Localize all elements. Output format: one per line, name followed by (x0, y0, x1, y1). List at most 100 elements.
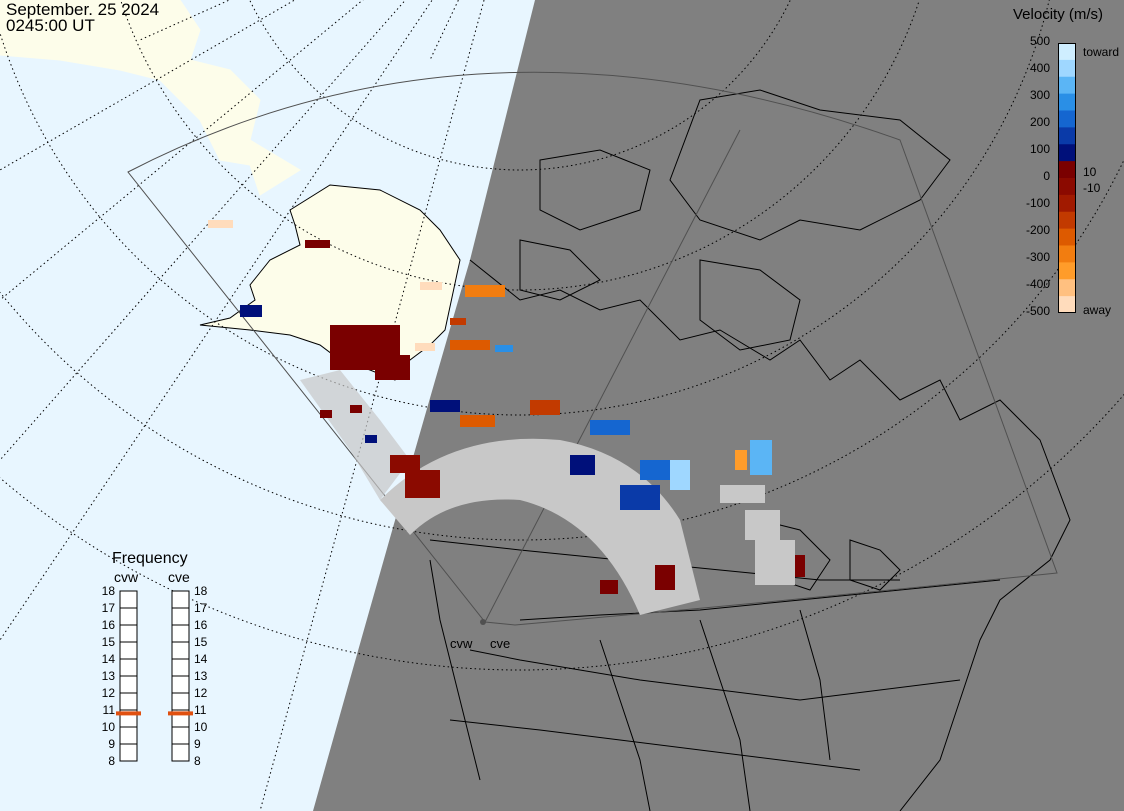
velocity-cell (590, 420, 630, 435)
frequency-scale-label: 16 (194, 618, 208, 632)
frequency-marker (168, 711, 193, 716)
frequency-scale-label: 11 (194, 703, 207, 717)
velocity-cell (305, 240, 330, 248)
colorbar-pos-small: 10 (1083, 165, 1097, 179)
velocity-cell (655, 565, 675, 590)
frequency-scale-label: 14 (102, 652, 116, 666)
velocity-cell (375, 355, 410, 380)
colorbar-tick-label: -500 (1025, 304, 1050, 318)
frequency-scale-label: 14 (194, 652, 208, 666)
colorbar-stop (1058, 194, 1076, 213)
velocity-cell (745, 510, 780, 540)
colorbar-tick-label: 200 (1029, 115, 1050, 129)
frequency-scale-label: 16 (102, 618, 116, 632)
frequency-scale-label: 15 (102, 635, 116, 649)
frequency-scale-label: 8 (108, 754, 115, 768)
velocity-cell (570, 455, 595, 475)
frequency-scale-label: 10 (102, 720, 116, 734)
colorbar-stop (1058, 296, 1076, 313)
velocity-cell (755, 540, 795, 585)
colorbar-stop (1058, 76, 1076, 95)
frequency-radar-cve: cve (168, 569, 190, 585)
velocity-cell (460, 415, 495, 427)
colorbar-tick-label: -100 (1025, 196, 1050, 210)
colorbar-stop (1058, 211, 1076, 230)
frequency-marker (116, 711, 141, 716)
colorbar-stop (1058, 144, 1076, 162)
colorbar-tick-label: -400 (1025, 277, 1050, 291)
colorbar-stop (1058, 110, 1076, 128)
velocity-cell (320, 410, 332, 418)
colorbar-tick-label: -300 (1025, 250, 1050, 264)
velocity-cell (795, 555, 805, 577)
velocity-cell (735, 450, 747, 470)
velocity-cell (420, 282, 442, 290)
frequency-scale-label: 17 (194, 601, 208, 615)
colorbar-tick-label: -200 (1025, 223, 1050, 237)
frequency-scale-label: 9 (194, 737, 201, 751)
colorbar-stop (1058, 262, 1076, 280)
colorbar-tick-label: 500 (1029, 34, 1050, 48)
radar-site-marker (480, 619, 486, 625)
frequency-scale-label: 11 (103, 703, 116, 717)
colorbar-tick-label: 0 (1043, 169, 1050, 183)
frequency-scale-label: 18 (102, 585, 116, 598)
velocity-cell (405, 470, 440, 498)
colorbar-tick-label: 300 (1029, 88, 1050, 102)
site-label-cve: cve (490, 636, 511, 651)
frequency-radar-cvw: cvw (114, 569, 139, 585)
colorbar-neg-small: -10 (1083, 181, 1101, 195)
site-label-cvw: cvw (450, 636, 473, 651)
frequency-scale-label: 13 (194, 669, 208, 683)
colorbar-stop (1058, 245, 1076, 263)
colorbar-stop (1058, 43, 1076, 61)
velocity-cell (600, 580, 618, 594)
velocity-cell (430, 400, 460, 412)
velocity-cell (720, 485, 765, 503)
field-of-view (127, 71, 1058, 626)
colorbar-toward-label: toward (1083, 45, 1120, 59)
frequency-scales: 18 17 16 15 14 13 12 11 10 9 8 18 17 16 15 14 13 12 11 10 9 8 (102, 585, 208, 768)
night-region (313, 0, 1124, 811)
colorbar-stop (1058, 59, 1076, 78)
colorbar-tick-label: 400 (1029, 61, 1050, 75)
velocity-cell (415, 343, 435, 351)
frequency-scale-label: 9 (108, 737, 115, 751)
frequency-scale-label: 15 (194, 635, 208, 649)
velocity-cell (365, 435, 377, 443)
colorbar-stop (1058, 279, 1076, 297)
frequency-scale-label: 12 (102, 686, 116, 700)
frequency-scale-label: 13 (102, 669, 116, 683)
velocity-cell (350, 405, 362, 413)
velocity-cell (530, 400, 560, 415)
colorbar-stop (1058, 161, 1076, 179)
colorbar-stop (1058, 127, 1076, 145)
frequency-scale-label: 12 (194, 686, 208, 700)
date-label: September. 25 2024 (6, 0, 160, 19)
time-label: 0245:00 UT (6, 16, 95, 35)
velocity-cell (208, 220, 233, 228)
ground-scatter-band (380, 438, 700, 615)
frequency-scale-label: 18 (194, 585, 208, 598)
colorbar-away-label: away (1083, 303, 1112, 317)
velocity-cell (390, 455, 420, 473)
velocity-colorbar (1058, 43, 1076, 313)
velocity-cell (670, 460, 690, 490)
frequency-scale-label: 10 (194, 720, 208, 734)
colorbar-title: Velocity (m/s) (1013, 6, 1104, 23)
velocity-cell (620, 485, 660, 510)
ground-scatter-band-west (300, 370, 410, 500)
colorbar-stop (1058, 93, 1076, 112)
colorbar-tick-label: 100 (1029, 142, 1050, 156)
velocity-cell (450, 318, 466, 325)
colorbar-stop (1058, 178, 1076, 196)
velocity-cells (208, 220, 805, 594)
frequency-title: Frequency (112, 550, 188, 567)
siberia-land (0, 0, 301, 196)
velocity-cell (240, 305, 262, 317)
frequency-scale-label: 17 (102, 601, 116, 615)
frequency-scale-label: 8 (194, 754, 201, 768)
velocity-cell (750, 440, 772, 475)
